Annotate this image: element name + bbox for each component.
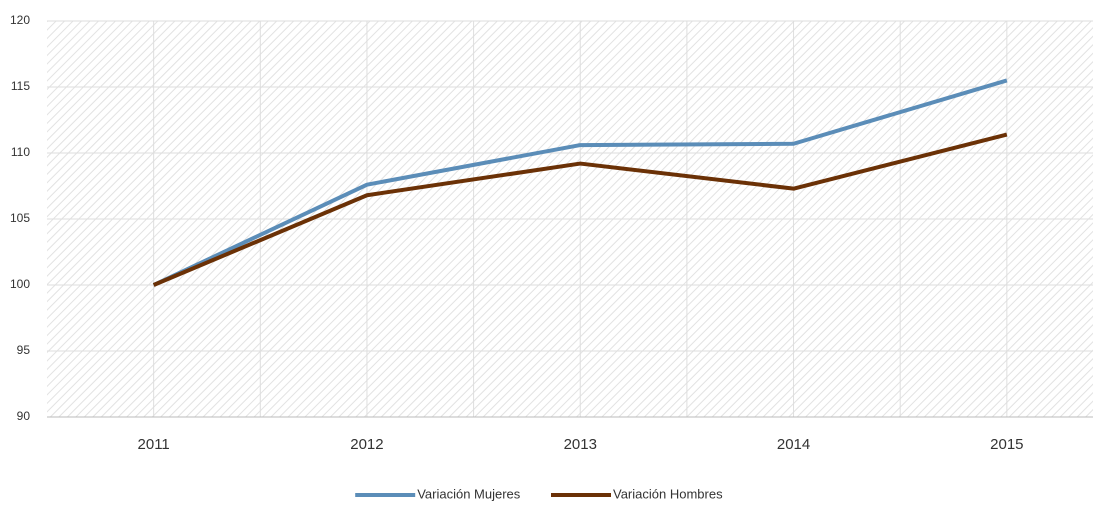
series-line — [152, 132, 1008, 287]
legend: Variación Mujeres Variación Hombres — [355, 486, 723, 501]
y-tick-label: 120 — [10, 13, 30, 27]
y-tick-label: 90 — [17, 409, 31, 423]
x-tick-label: 2014 — [777, 436, 810, 453]
y-tick-label: 95 — [17, 343, 31, 357]
y-tick-label: 115 — [11, 79, 30, 93]
legend-label: Variación Mujeres — [417, 486, 521, 501]
x-tick-label: 2012 — [350, 436, 383, 453]
legend-label: Variación Hombres — [613, 486, 723, 501]
series-line — [152, 78, 1008, 287]
y-tick-label: 100 — [10, 277, 30, 291]
x-tick-label: 2013 — [564, 436, 597, 453]
y-tick-label: 105 — [10, 211, 30, 225]
x-tick-label: 2011 — [138, 436, 170, 453]
y-tick-label: 110 — [11, 145, 30, 159]
x-tick-label: 2015 — [990, 436, 1023, 453]
